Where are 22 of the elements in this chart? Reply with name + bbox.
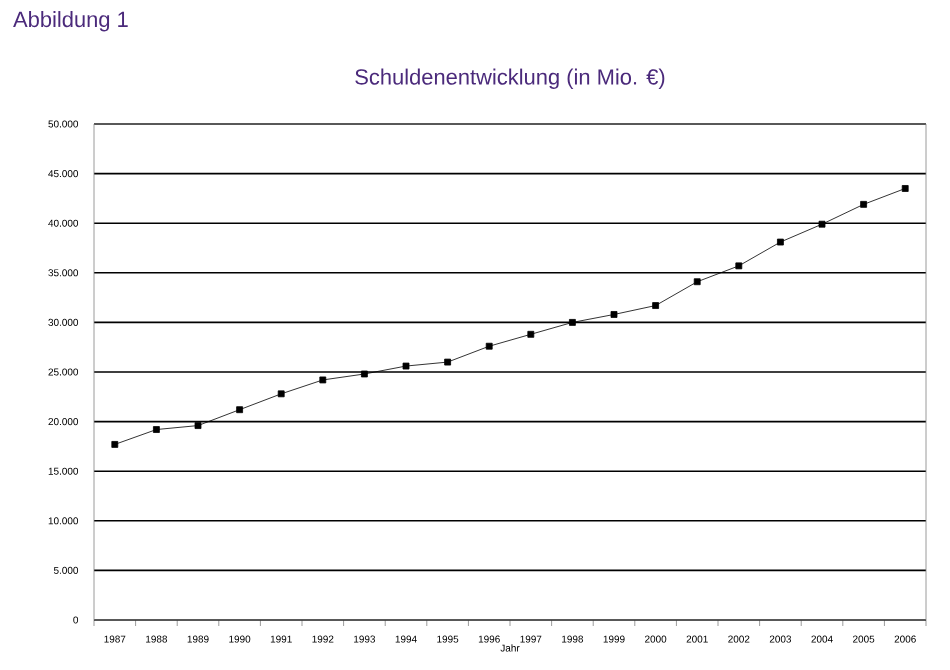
point <box>818 220 826 228</box>
point <box>402 362 410 370</box>
point <box>153 426 160 433</box>
point <box>277 390 285 398</box>
point <box>485 342 493 350</box>
point <box>735 262 743 270</box>
text: Abbildung 1 <box>13 11 128 32</box>
point <box>901 185 909 192</box>
point <box>777 238 784 246</box>
point <box>194 422 202 429</box>
point <box>319 376 327 384</box>
point <box>444 358 451 366</box>
point <box>236 406 243 414</box>
point <box>693 278 701 286</box>
point <box>361 370 368 378</box>
point <box>111 441 119 448</box>
point <box>652 302 659 309</box>
point <box>527 330 535 338</box>
point <box>569 319 576 326</box>
chart-title: Schuldenentwicklung (in Mio. €) <box>355 68 665 89</box>
point <box>860 200 867 208</box>
point <box>610 311 618 318</box>
